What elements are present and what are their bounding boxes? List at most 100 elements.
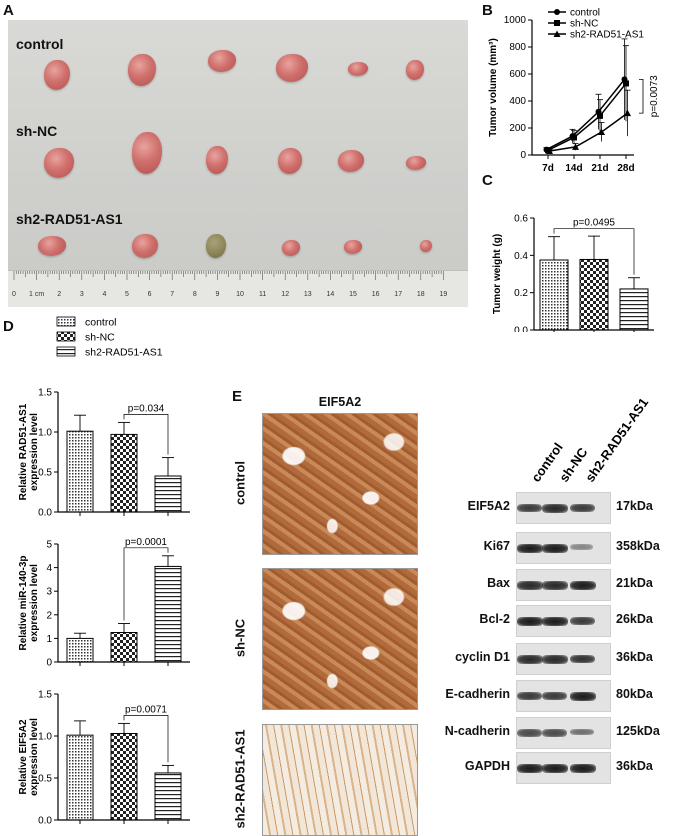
blot-band: [542, 655, 568, 664]
legend-marker: [553, 30, 561, 37]
panel-letter-e: E: [232, 388, 243, 405]
panel-letter-c: C: [482, 172, 493, 189]
group-label-sh-nc: sh-NC: [16, 123, 58, 139]
y-tick-label: 0.2: [514, 288, 528, 299]
bar: [110, 433, 138, 513]
bar: [154, 475, 182, 513]
y-tick-label: 0.5: [38, 468, 52, 479]
p-value: p=0.0001: [125, 537, 167, 548]
y-tick-label: 0.4: [514, 251, 528, 262]
ruler-label: 19: [440, 291, 448, 298]
tumor: [206, 234, 226, 258]
bar: [539, 259, 569, 331]
series-line: [549, 112, 628, 152]
y-axis-label: Tumor weight (g): [492, 234, 503, 314]
blot-protein-label: Bax: [487, 576, 510, 590]
ruler-label: 1 cm: [29, 291, 44, 298]
y-tick-label: 0: [520, 150, 526, 161]
x-tick-label: 21d: [591, 163, 608, 172]
bar: [579, 258, 609, 331]
blot-band: [542, 729, 567, 737]
y-tick-label: 1: [46, 634, 52, 645]
tumor-weight-chart: 0.00.20.40.6controlsh-NCsh2-RAD51-AS1Tum…: [492, 214, 654, 332]
ihc-title: EIF5A2: [318, 395, 362, 409]
tumor: [44, 148, 74, 178]
ruler-label: 3: [80, 291, 84, 298]
rad51-as1-expression-chart: 0.0 0.5 1.0 1.5 Relative RAD51-AS1 expression…: [18, 388, 190, 519]
blot-protein-label: E-cadherin: [445, 687, 510, 701]
tumor: [406, 60, 424, 80]
y-tick-label: 0.5: [38, 774, 52, 785]
y-tick-label: 2: [46, 610, 52, 621]
tumor: [44, 60, 70, 90]
blot-kda-label: 80kDa: [616, 687, 653, 701]
legend-marker: [554, 9, 560, 15]
mir-140-3p-expression-chart: 0 1 2 3 4 5 Relative miR-140-3p expression leve…: [18, 537, 190, 669]
eif5a2-expression-chart: 0.0 0.5 1.0 1.5 Relative EIF5A2 expression le…: [18, 690, 190, 827]
tumor: [420, 240, 432, 252]
p-bracket: [553, 228, 635, 275]
ruler-label: 17: [394, 291, 402, 298]
ihc-image-control: [262, 413, 418, 555]
blot-band: [517, 544, 543, 553]
blot-kda-label: 17kDa: [616, 499, 653, 513]
x-tick-label: 14d: [565, 163, 582, 172]
blot-strip: [516, 532, 611, 564]
blot-band: [517, 581, 543, 590]
blot-strip: [516, 569, 611, 601]
data-point: [571, 134, 577, 141]
blot-kda-label: 21kDa: [616, 576, 653, 590]
blot-band: [517, 764, 543, 773]
legend-label: sh-NC: [570, 19, 598, 30]
y-axis-label: expression level: [29, 564, 40, 642]
blot-kda-label: 125kDa: [616, 724, 660, 738]
tumor: [348, 62, 368, 76]
legend-d: control sh-NC sh2-RAD51-AS1: [56, 317, 163, 359]
tumor: [344, 240, 362, 254]
tumor: [128, 54, 156, 86]
blot-protein-label: Bcl-2: [479, 612, 510, 626]
data-point: [572, 143, 579, 150]
p-bracket: [639, 79, 644, 114]
blot-band: [570, 581, 596, 590]
p-value: p=0.034: [128, 403, 165, 414]
y-axis-label: Tumor volume (mm³): [488, 38, 499, 137]
blot-kda-label: 36kDa: [616, 650, 653, 664]
data-point: [598, 128, 605, 136]
tumor: [282, 240, 300, 256]
p-value: p=0.0073: [649, 75, 660, 117]
blot-kda-label: 36kDa: [616, 759, 653, 773]
tumor: [206, 146, 228, 174]
y-tick-label: 0.6: [514, 214, 528, 225]
y-tick-label: 1.0: [38, 732, 52, 743]
y-tick-label: 4: [46, 563, 52, 574]
ruler-label: 12: [281, 291, 289, 298]
blot-band: [570, 729, 594, 736]
y-tick-label: 1.5: [38, 388, 52, 399]
bar: [154, 772, 182, 821]
y-tick-label: 3: [46, 587, 52, 598]
y-axis-label: expression level: [29, 718, 40, 796]
y-tick-label: 600: [509, 69, 526, 80]
blot-band: [570, 544, 594, 550]
group-label-control: control: [16, 36, 64, 52]
data-point: [597, 112, 603, 119]
ihc-row-label-control: control: [232, 460, 248, 506]
blot-protein-label: cyclin D1: [455, 650, 510, 664]
ruler-label: 2: [57, 291, 61, 298]
bar: [619, 288, 649, 331]
ruler-label: 9: [215, 291, 219, 298]
y-axis-label: Relative miR-140-3p: [18, 555, 29, 650]
y-tick-label: 1000: [504, 15, 527, 26]
legend-label: sh-NC: [85, 332, 115, 344]
legend-label: control: [85, 317, 117, 329]
ruler-label: 14: [327, 291, 335, 298]
blot-band: [570, 655, 596, 664]
bar: [66, 734, 94, 821]
blot-strip: [516, 605, 611, 637]
y-axis-label: Relative EIF5A2: [18, 719, 29, 794]
y-tick-label: 800: [509, 42, 526, 53]
ruler-label: 7: [170, 291, 174, 298]
blot-band: [570, 617, 596, 625]
